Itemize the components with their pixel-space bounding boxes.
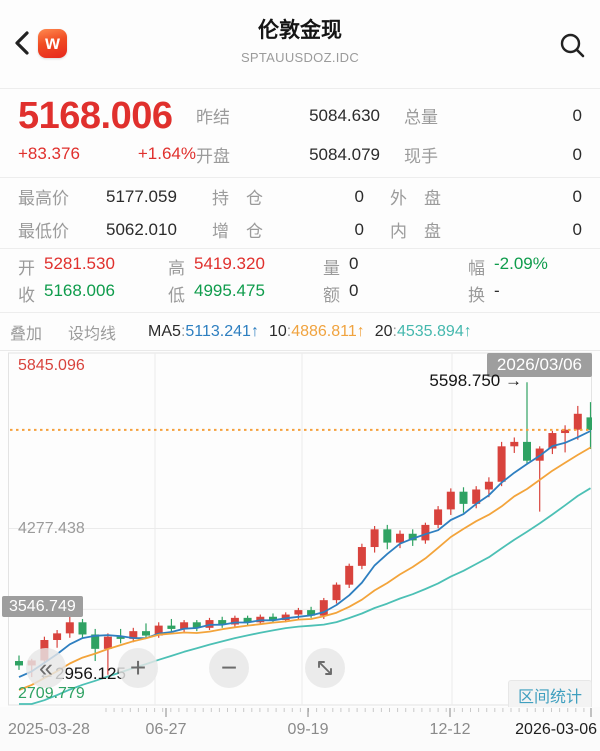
collapse-left-button[interactable]: « [26,648,66,688]
ma-item: 20:4535.894↑ [375,323,472,341]
stat-label: 持 仓 [212,189,263,208]
chart-area: 5845.096 4277.438 3546.749 2709.779 2026… [0,351,600,710]
ma-name: MA5 [148,322,181,340]
quote-main: 5168.006 +83.376 +1.64% 昨结 5084.630 总量 0 开盘 5… [0,89,600,178]
stat-value: 0 [349,254,359,273]
price-change-percent: +1.64% [137,144,196,163]
ma-colon: : [392,322,397,340]
y-axis-label-mid: 4277.438 [18,520,85,537]
stat-cell: 换- [468,281,582,306]
x-tick-label-latest: 2026-03-06 [515,721,597,738]
stat-label: 昨结 [196,108,230,127]
stat-value: 0 [572,144,582,164]
ma-colon: : [180,322,186,340]
stat-cell: 收 5168.006 [18,281,168,306]
ma-value: 4886.811↑ [291,322,365,340]
stat-value: 0 [349,281,359,300]
set-ma-button[interactable]: 设均线 [68,325,117,343]
price-change: +83.376 [18,144,80,163]
ma-value: 4535.894↑ [396,322,472,340]
search-icon[interactable] [558,31,586,59]
stat-value: 5419.320 [194,254,265,273]
y-axis-label-min: 2709.779 [18,685,85,702]
page-title: 伦敦金现 [258,19,342,42]
overlay-button[interactable]: 叠加 [10,325,43,343]
quote-mid-rows: 最高价 5177.059 持 仓 0 外 盘 0 最低价 5062.010 增 仓 0 内 盘 0 [0,178,600,249]
stat-label: 额 [323,286,340,305]
range-statistics-button[interactable]: 区间统计 [507,680,592,710]
quote-top-grid: 昨结 5084.630 总量 0 开盘 5084.079 现手 0 [196,93,582,177]
stat-label: 现手 [404,147,438,166]
stat-row: 收 5168.006 低 4995.475 额 0 换 - [18,280,582,307]
stat-label: 开盘 [196,147,230,166]
stat-row: 开 5281.530 高 5419.320 量 0 幅 -2.09% [18,253,582,280]
quote-ohlc-rows: 开 5281.530 高 5419.320 量 0 幅 -2.09% 收 5168.006 低 499… [0,249,600,313]
stat-value: 5084.630 [309,105,380,125]
stat-cell: 低 4995.475 [168,281,323,306]
stat-cell: 开 5281.530 [18,254,168,279]
x-tick-label: 09-19 [287,721,329,738]
back-icon[interactable] [10,27,36,59]
stat-value: 4995.475 [194,281,265,300]
y-axis-label-max: 5845.096 [18,357,85,374]
ma-colon: : [286,322,292,340]
kline-chart[interactable] [8,351,592,707]
arrow-right-icon: → [505,371,522,390]
stat-value: 0 [572,219,582,239]
stat-label: 外 盘 [390,189,441,208]
stat-value: 0 [572,105,582,125]
stat-row: 最低价 5062.010 增 仓 0 内 盘 0 [18,213,582,246]
stat-label: 总量 [404,108,438,127]
stat-label: 内 盘 [390,222,441,241]
x-tick-label: 2025-03-28 [8,721,90,738]
last-price: 5168.006 [18,95,173,137]
y-axis-label-badge: 3546.749 [2,596,83,617]
stat-label: 幅 [468,259,485,278]
x-axis: 2025-03-28 06-27 09-19 12-12 2026-03-06 [0,707,600,751]
stat-label: 增 仓 [212,222,263,241]
stat-value: -2.09% [494,254,548,273]
zoom-in-button[interactable]: + [118,648,158,688]
stat-value: 5168.006 [44,281,115,300]
stat-row: 最高价 5177.059 持 仓 0 外 盘 0 [18,180,582,213]
x-tick-label: 12-12 [429,721,471,738]
ma-name: 20 [374,322,393,340]
ma-values: MA5:5113.241↑ 10:4886.811↑ 20:4535.894↑ [148,323,482,341]
stat-value: 5062.010 [106,219,177,239]
ma-item: 10:4886.811↑ [269,323,365,341]
ma-name: 10 [268,322,287,340]
expand-icon [318,661,332,675]
stat-label: 最低价 [18,222,69,241]
stat-value: 0 [354,219,364,239]
header: w 伦敦金现 SPTAUUSDOZ.IDC [0,0,600,89]
stat-value: 0 [572,186,582,206]
stat-value: - [494,281,500,300]
stat-label: 收 [18,286,35,305]
stat-value: 5177.059 [106,186,177,206]
stat-value: 5084.079 [309,144,380,164]
stat-label: 最高价 [18,189,69,208]
expand-button[interactable] [305,648,345,688]
ma-item: MA5:5113.241↑ [148,323,259,341]
high-annotation: 5598.750 → [429,371,522,390]
date-badge: 2026/03/06 [486,353,592,377]
zoom-out-button[interactable]: − [209,648,249,688]
stat-value: 0 [354,186,364,206]
ma-toolbar: 叠加 设均线 MA5:5113.241↑ 10:4886.811↑ 20:4535.… [0,313,600,351]
symbol-code: SPTAUUSDOZ.IDC [240,50,360,65]
stat-value: 5281.530 [44,254,115,273]
stat-label: 开 [18,259,35,278]
stat-cell: 高 5419.320 [168,254,323,279]
x-tick-label: 06-27 [145,721,187,738]
stat-label: 高 [168,259,185,278]
stat-cell: 幅 -2.09% [468,254,582,279]
stat-label: 换 [468,286,485,305]
stat-label: 量 [323,259,340,278]
stat-label: 低 [168,286,185,305]
app-logo-icon[interactable]: w [38,29,67,58]
ma-value: 5113.241↑ [185,322,259,340]
